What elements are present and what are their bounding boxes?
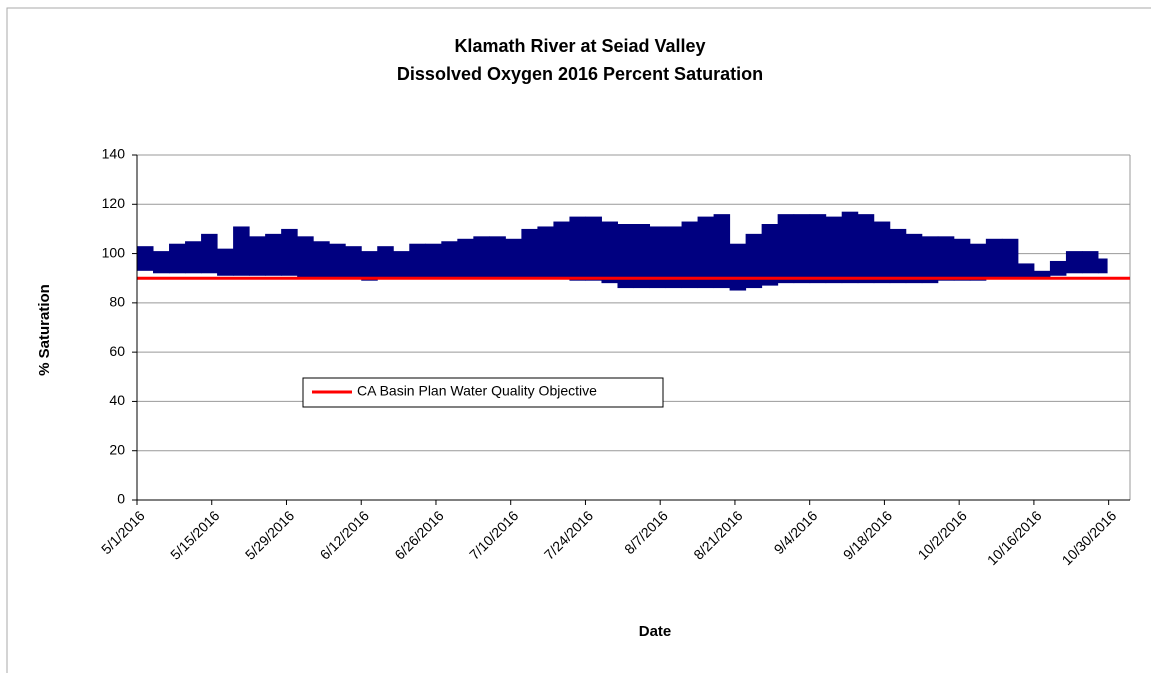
saturation-range bbox=[601, 221, 618, 284]
saturation-range bbox=[409, 243, 426, 279]
saturation-range bbox=[921, 236, 939, 284]
saturation-range bbox=[761, 224, 779, 286]
saturation-range bbox=[473, 236, 490, 279]
saturation-range bbox=[537, 226, 554, 279]
y-tick-label: 100 bbox=[102, 244, 126, 260]
chart-border bbox=[6, 7, 1151, 678]
saturation-range bbox=[185, 241, 202, 274]
y-axis-title: % Saturation bbox=[36, 284, 53, 376]
saturation-range bbox=[1017, 263, 1035, 279]
saturation-range bbox=[969, 243, 987, 281]
saturation-range bbox=[697, 216, 715, 289]
saturation-range bbox=[825, 216, 843, 284]
saturation-range bbox=[217, 248, 234, 276]
y-tick-label: 20 bbox=[109, 441, 125, 457]
y-tick-label: 40 bbox=[109, 392, 125, 408]
saturation-range bbox=[153, 251, 170, 274]
y-tick-label: 80 bbox=[109, 294, 125, 310]
chart-subtitle: Dissolved Oxygen 2016 Percent Saturation bbox=[397, 64, 763, 84]
chart-title: Klamath River at Seiad Valley bbox=[454, 36, 705, 56]
saturation-range bbox=[1065, 251, 1083, 274]
saturation-range bbox=[649, 226, 667, 289]
saturation-range bbox=[1081, 251, 1099, 274]
saturation-range bbox=[281, 228, 298, 276]
y-tick-label: 140 bbox=[102, 146, 126, 162]
y-tick-label: 120 bbox=[102, 195, 126, 211]
saturation-range bbox=[1097, 258, 1108, 274]
saturation-range bbox=[377, 246, 394, 279]
saturation-range bbox=[265, 233, 282, 276]
saturation-range bbox=[1001, 238, 1019, 279]
saturation-range bbox=[745, 233, 763, 289]
saturation-range bbox=[809, 214, 827, 284]
saturation-range bbox=[873, 221, 891, 284]
saturation-range bbox=[729, 243, 747, 291]
y-tick-label: 60 bbox=[109, 343, 125, 359]
saturation-range bbox=[457, 238, 474, 279]
saturation-range bbox=[1033, 270, 1051, 279]
saturation-range bbox=[937, 236, 955, 281]
saturation-range bbox=[553, 221, 570, 279]
saturation-range bbox=[201, 233, 218, 274]
saturation-range bbox=[249, 236, 266, 276]
saturation-range bbox=[569, 216, 586, 281]
legend-label: CA Basin Plan Water Quality Objective bbox=[357, 383, 597, 399]
saturation-range bbox=[233, 226, 250, 276]
saturation-range bbox=[793, 214, 811, 284]
saturation-range bbox=[665, 226, 683, 289]
saturation-range bbox=[361, 251, 378, 281]
saturation-range bbox=[905, 233, 923, 284]
saturation-range bbox=[585, 216, 602, 281]
saturation-range bbox=[953, 238, 971, 281]
saturation-range bbox=[345, 246, 362, 279]
saturation-range bbox=[505, 238, 522, 279]
saturation-range bbox=[889, 228, 907, 284]
saturation-range bbox=[393, 251, 410, 279]
saturation-range bbox=[441, 241, 458, 279]
saturation-range bbox=[1049, 260, 1067, 276]
saturation-range bbox=[425, 243, 442, 279]
saturation-range bbox=[297, 236, 314, 279]
saturation-range bbox=[329, 243, 346, 279]
saturation-range bbox=[521, 228, 538, 279]
saturation-range bbox=[777, 214, 795, 284]
saturation-range bbox=[169, 243, 186, 274]
y-tick-label: 0 bbox=[117, 491, 125, 507]
saturation-range bbox=[313, 241, 330, 279]
x-axis-title: Date bbox=[639, 623, 672, 640]
saturation-range bbox=[857, 214, 875, 284]
saturation-range bbox=[841, 211, 859, 284]
saturation-range bbox=[681, 221, 699, 289]
saturation-range bbox=[617, 224, 634, 289]
saturation-range bbox=[633, 224, 651, 289]
saturation-range bbox=[985, 238, 1003, 279]
saturation-range bbox=[713, 214, 731, 289]
legend-box bbox=[302, 377, 664, 408]
saturation-range bbox=[137, 246, 154, 271]
saturation-range bbox=[489, 236, 506, 279]
